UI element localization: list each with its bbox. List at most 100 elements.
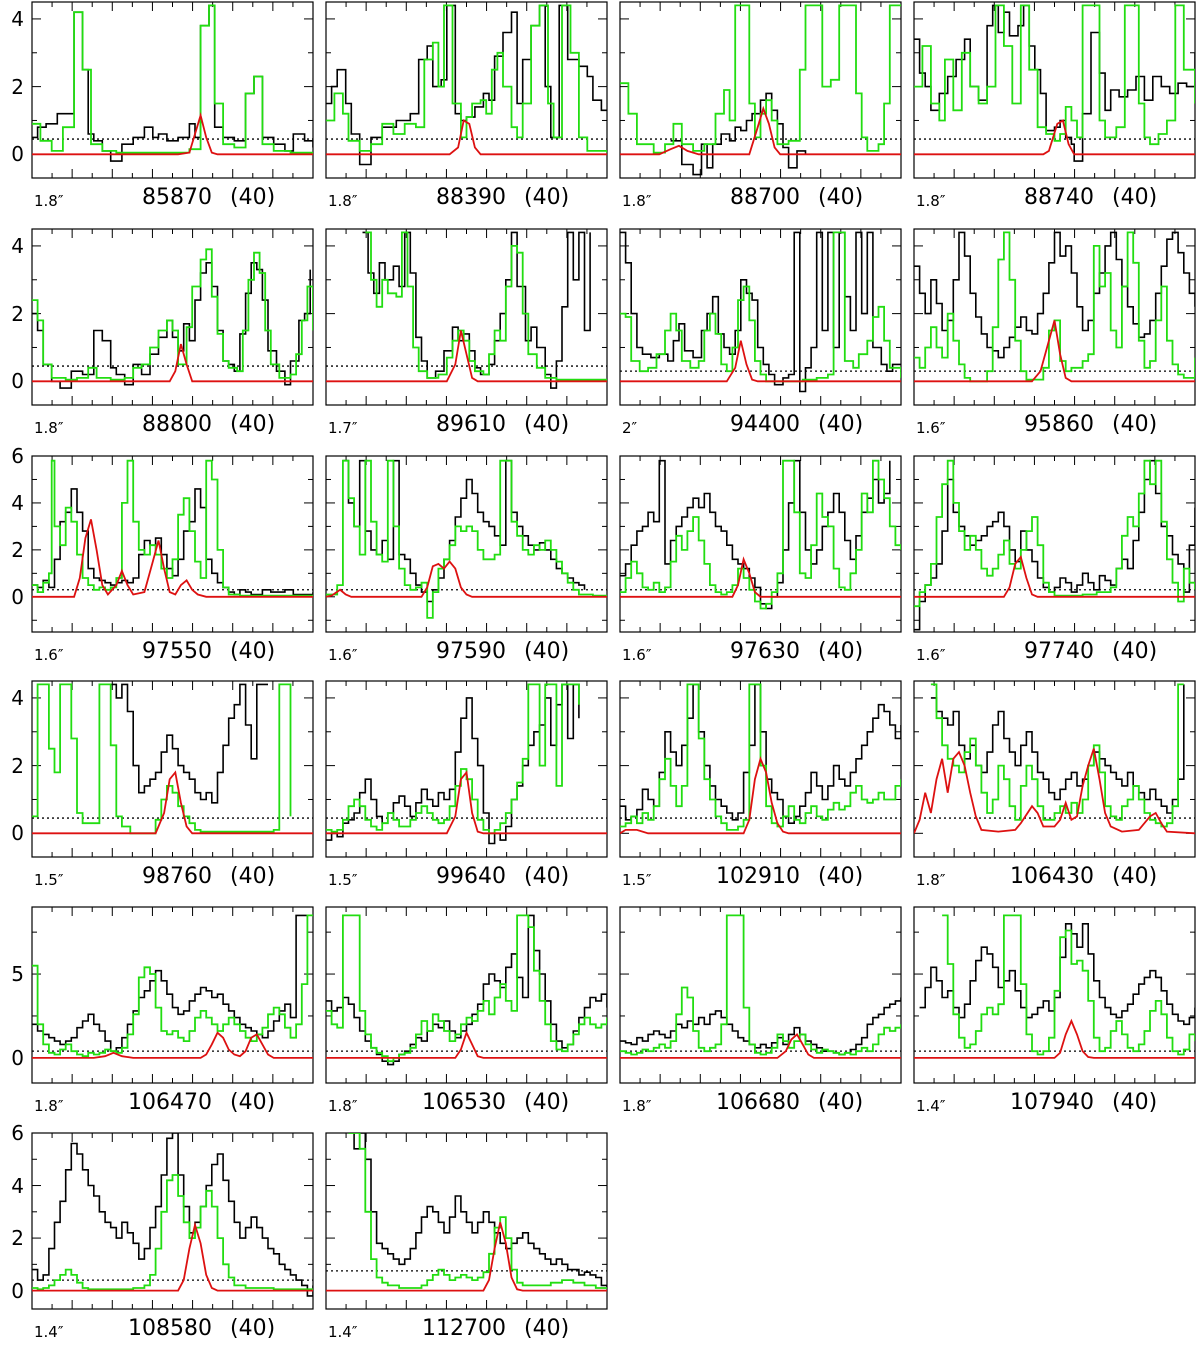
spectrum-panel: 1.5″ 102910 (40)	[619, 680, 902, 901]
spectrum-plot	[31, 680, 314, 858]
model-single-species	[326, 119, 607, 156]
beam-resolution: 1.5″	[622, 871, 652, 889]
spectrum-panel: 1.4″ 112700 (40)	[325, 1132, 608, 1353]
y-tick-label: 0	[11, 369, 24, 394]
window-width-label: (40)	[1112, 185, 1158, 210]
frequency-label: 88700	[730, 185, 800, 210]
plot-frame	[913, 455, 1196, 633]
window-width-label: (40)	[230, 1090, 276, 1115]
y-tick-label: 0	[11, 584, 24, 609]
window-width-label: (40)	[1112, 1090, 1158, 1115]
observed-spectrum	[326, 4, 607, 166]
beam-resolution: 1.5″	[328, 871, 358, 889]
frequency-label: 97740	[1024, 639, 1094, 664]
model-all-species	[32, 459, 313, 597]
spectrum-panel: 1.6″ 97630 (40)	[619, 455, 902, 676]
model-all-species	[914, 231, 1195, 383]
spectrum-panel: 1.8″ 106530 (40)	[325, 906, 608, 1127]
model-single-species	[620, 340, 901, 383]
beam-resolution: 1.4″	[916, 1097, 946, 1115]
plot-frame	[913, 680, 1196, 858]
model-single-species	[620, 105, 901, 156]
model-all-species	[326, 914, 607, 1063]
model-single-species	[32, 1221, 313, 1292]
model-all-species	[620, 459, 901, 610]
spectrum-panel: 0 2 4 1.8″ 85870 (40)	[11, 1, 314, 222]
spectrum-panel: 1.4″ 107940 (40)	[913, 906, 1196, 1127]
y-tick-label: 0	[11, 1278, 24, 1303]
spectrum-panel: 1.6″ 97590 (40)	[325, 455, 608, 676]
plot-frame	[325, 906, 608, 1084]
plot-frame	[619, 1, 902, 179]
y-tick-label: 2	[11, 301, 24, 326]
plot-frame	[31, 1132, 314, 1310]
y-tick-label: 4	[11, 233, 24, 258]
y-tick-label: 6	[11, 1121, 24, 1145]
observed-spectrum	[914, 459, 1195, 631]
y-tick-label: 0	[11, 1045, 24, 1070]
beam-resolution: 1.7″	[328, 419, 358, 437]
beam-resolution: 1.6″	[328, 646, 358, 664]
beam-resolution: 1.6″	[622, 646, 652, 664]
spectrum-plot	[619, 680, 902, 858]
spectrum-plot	[913, 228, 1196, 406]
spectrum-plot	[619, 228, 902, 406]
observed-spectrum	[620, 997, 901, 1056]
model-all-species	[32, 4, 313, 154]
model-single-species	[914, 119, 1195, 156]
spectrum-panel: 0 2 4 1.5″ 98760 (40)	[11, 680, 314, 901]
model-single-species	[326, 330, 607, 383]
spectrum-plot	[325, 455, 608, 633]
model-single-species	[32, 343, 313, 383]
frequency-label: 108580	[128, 1316, 212, 1341]
spectrum-panel: 1.5″ 99640 (40)	[325, 680, 608, 901]
plot-frame	[619, 228, 902, 406]
frequency-label: 106680	[716, 1090, 800, 1115]
beam-resolution: 1.8″	[34, 419, 64, 437]
y-tick-label: 6	[11, 444, 24, 468]
spectrum-plot	[31, 1132, 314, 1310]
frequency-label: 95860	[1024, 412, 1094, 437]
model-single-species	[620, 556, 901, 598]
window-width-label: (40)	[818, 639, 864, 664]
spectrum-panel: 1.6″ 97740 (40)	[913, 455, 1196, 676]
model-single-species	[326, 770, 607, 835]
observed-spectrum	[348, 1133, 607, 1288]
spectrum-plot	[913, 906, 1196, 1084]
frequency-label: 89610	[436, 412, 506, 437]
observed-spectrum	[32, 914, 308, 1052]
frequency-label: 106470	[128, 1090, 212, 1115]
window-width-label: (40)	[524, 185, 570, 210]
observed-spectrum	[326, 914, 607, 1066]
beam-resolution: 1.6″	[34, 646, 64, 664]
window-width-label: (40)	[1112, 864, 1158, 889]
observed-spectrum	[930, 684, 1185, 814]
spectrum-plot	[619, 906, 902, 1084]
window-width-label: (40)	[524, 412, 570, 437]
model-single-species	[32, 1031, 313, 1059]
beam-resolution: 1.8″	[34, 192, 64, 210]
beam-resolution: 1.8″	[916, 192, 946, 210]
spectrum-plot	[31, 906, 314, 1084]
spectrum-panel: 1.7″ 89610 (40)	[325, 228, 608, 449]
y-tick-label: 4	[11, 1173, 24, 1198]
frequency-label: 107940	[1010, 1090, 1094, 1115]
spectrum-panel: 2″ 94400 (40)	[619, 228, 902, 449]
window-width-label: (40)	[524, 864, 570, 889]
spectrum-plot	[325, 1, 608, 179]
window-width-label: (40)	[1112, 639, 1158, 664]
frequency-label: 88390	[436, 185, 506, 210]
frequency-label: 98760	[142, 864, 212, 889]
frequency-label: 97550	[142, 639, 212, 664]
model-single-species	[914, 554, 1195, 598]
observed-spectrum	[620, 459, 891, 610]
observed-spectrum	[620, 231, 901, 393]
frequency-label: 112700	[422, 1316, 506, 1341]
spectrum-plot	[31, 228, 314, 406]
frequency-label: 99640	[436, 864, 506, 889]
frequency-label: 106530	[422, 1090, 506, 1115]
frequency-label: 88800	[142, 412, 212, 437]
model-single-species	[326, 1030, 607, 1059]
spectrum-panel: 1.8″ 106680 (40)	[619, 906, 902, 1127]
model-all-species	[348, 1133, 607, 1289]
